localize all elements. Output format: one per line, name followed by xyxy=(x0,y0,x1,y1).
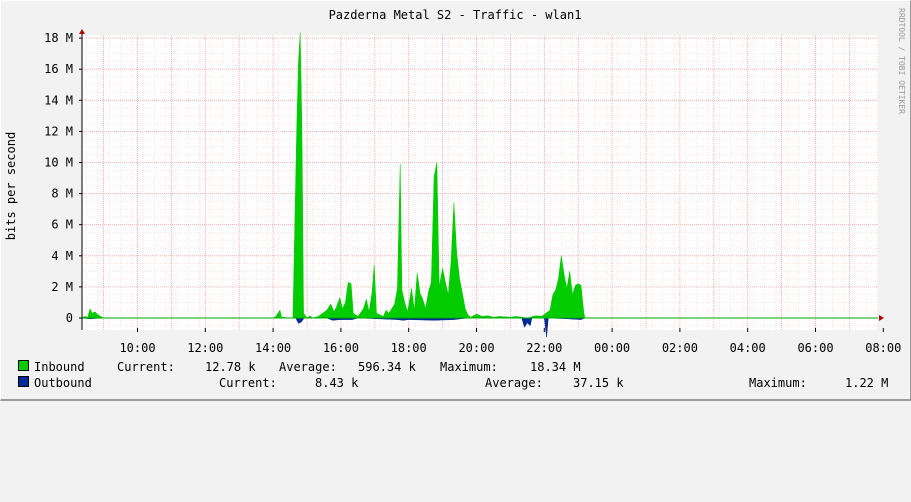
legend-outbound-average-label: Average: xyxy=(485,376,543,390)
grid-lines xyxy=(82,35,878,330)
legend-inbound-maximum: 18.34 M xyxy=(530,360,581,374)
y-tick-label: 16 M xyxy=(44,62,73,76)
y-axis-arrow xyxy=(79,29,85,34)
inbound-swatch xyxy=(18,360,29,371)
y-tick-labels: 0 2 M 4 M 6 M 8 M 10 M 12 M 14 M 16 M 18 M xyxy=(44,31,82,325)
x-tick-label: 04:00 xyxy=(730,341,766,355)
x-tick-label: 12:00 xyxy=(187,341,223,355)
legend-outbound-average: 37.15 k xyxy=(573,376,624,390)
legend-inbound: Inbound Current: 12.78 k Average: 596.34… xyxy=(0,360,911,376)
legend-outbound-current: 8.43 k xyxy=(315,376,359,390)
x-tick-label: 06:00 xyxy=(797,341,833,355)
x-tick-label: 14:00 xyxy=(255,341,291,355)
chart-title: Pazderna Metal S2 - Traffic - wlan1 xyxy=(329,8,582,22)
area-outbound xyxy=(80,317,586,338)
y-tick-label: 0 xyxy=(66,311,73,325)
x-tick-label: 00:00 xyxy=(594,341,630,355)
y-tick-label: 8 M xyxy=(51,187,73,201)
y-tick-label: 6 M xyxy=(51,218,73,232)
rrdtool-watermark: RRDTOOL / TOBI OETIKER xyxy=(897,8,906,114)
legend-inbound-average-label: Average: xyxy=(279,360,337,374)
legend-inbound-current: 12.78 k xyxy=(205,360,256,374)
legend-outbound-name: Outbound xyxy=(34,376,92,390)
y-tick-label: 12 M xyxy=(44,124,73,138)
series-areas xyxy=(80,32,878,338)
x-tick-label: 02:00 xyxy=(662,341,698,355)
x-tick-label: 18:00 xyxy=(391,341,427,355)
y-tick-label: 2 M xyxy=(51,280,73,294)
traffic-chart: 02 M4 M6 M8 M10 M12 M14 M16 M18 M 10:00 1… xyxy=(4,8,906,355)
y-tick-label: 4 M xyxy=(51,249,73,263)
legend-inbound-average: 596.34 k xyxy=(358,360,416,374)
plot-area xyxy=(82,35,878,330)
legend-outbound-maximum: 1.22 M xyxy=(845,376,889,390)
x-tick-label: 20:00 xyxy=(458,341,494,355)
x-tick-label: 08:00 xyxy=(865,341,901,355)
legend-outbound: Outbound Current: 8.43 k Average: 37.15 … xyxy=(0,376,911,392)
x-tick-labels: 10:00 12:00 14:00 16:00 18:00 20:00 22:00 00:00… xyxy=(119,328,901,355)
legend-inbound-name: Inbound xyxy=(34,360,85,374)
x-tick-label: 16:00 xyxy=(323,341,359,355)
legend-outbound-current-label: Current: xyxy=(219,376,277,390)
y-tick-label: 10 M xyxy=(44,156,73,170)
outbound-swatch xyxy=(18,376,29,387)
axes xyxy=(79,29,884,330)
x-tick-label: 10:00 xyxy=(119,341,155,355)
legend-inbound-maximum-label: Maximum: xyxy=(440,360,498,374)
area-inbound xyxy=(80,32,586,319)
x-axis-arrow xyxy=(879,315,884,321)
x-tick-label: 22:00 xyxy=(526,341,562,355)
y-axis-label: bits per second xyxy=(4,132,18,240)
y-tick-label: 18 M xyxy=(44,31,73,45)
y-tick-label: 14 M xyxy=(44,93,73,107)
legend-inbound-current-label: Current: xyxy=(117,360,175,374)
legend-outbound-maximum-label: Maximum: xyxy=(749,376,807,390)
